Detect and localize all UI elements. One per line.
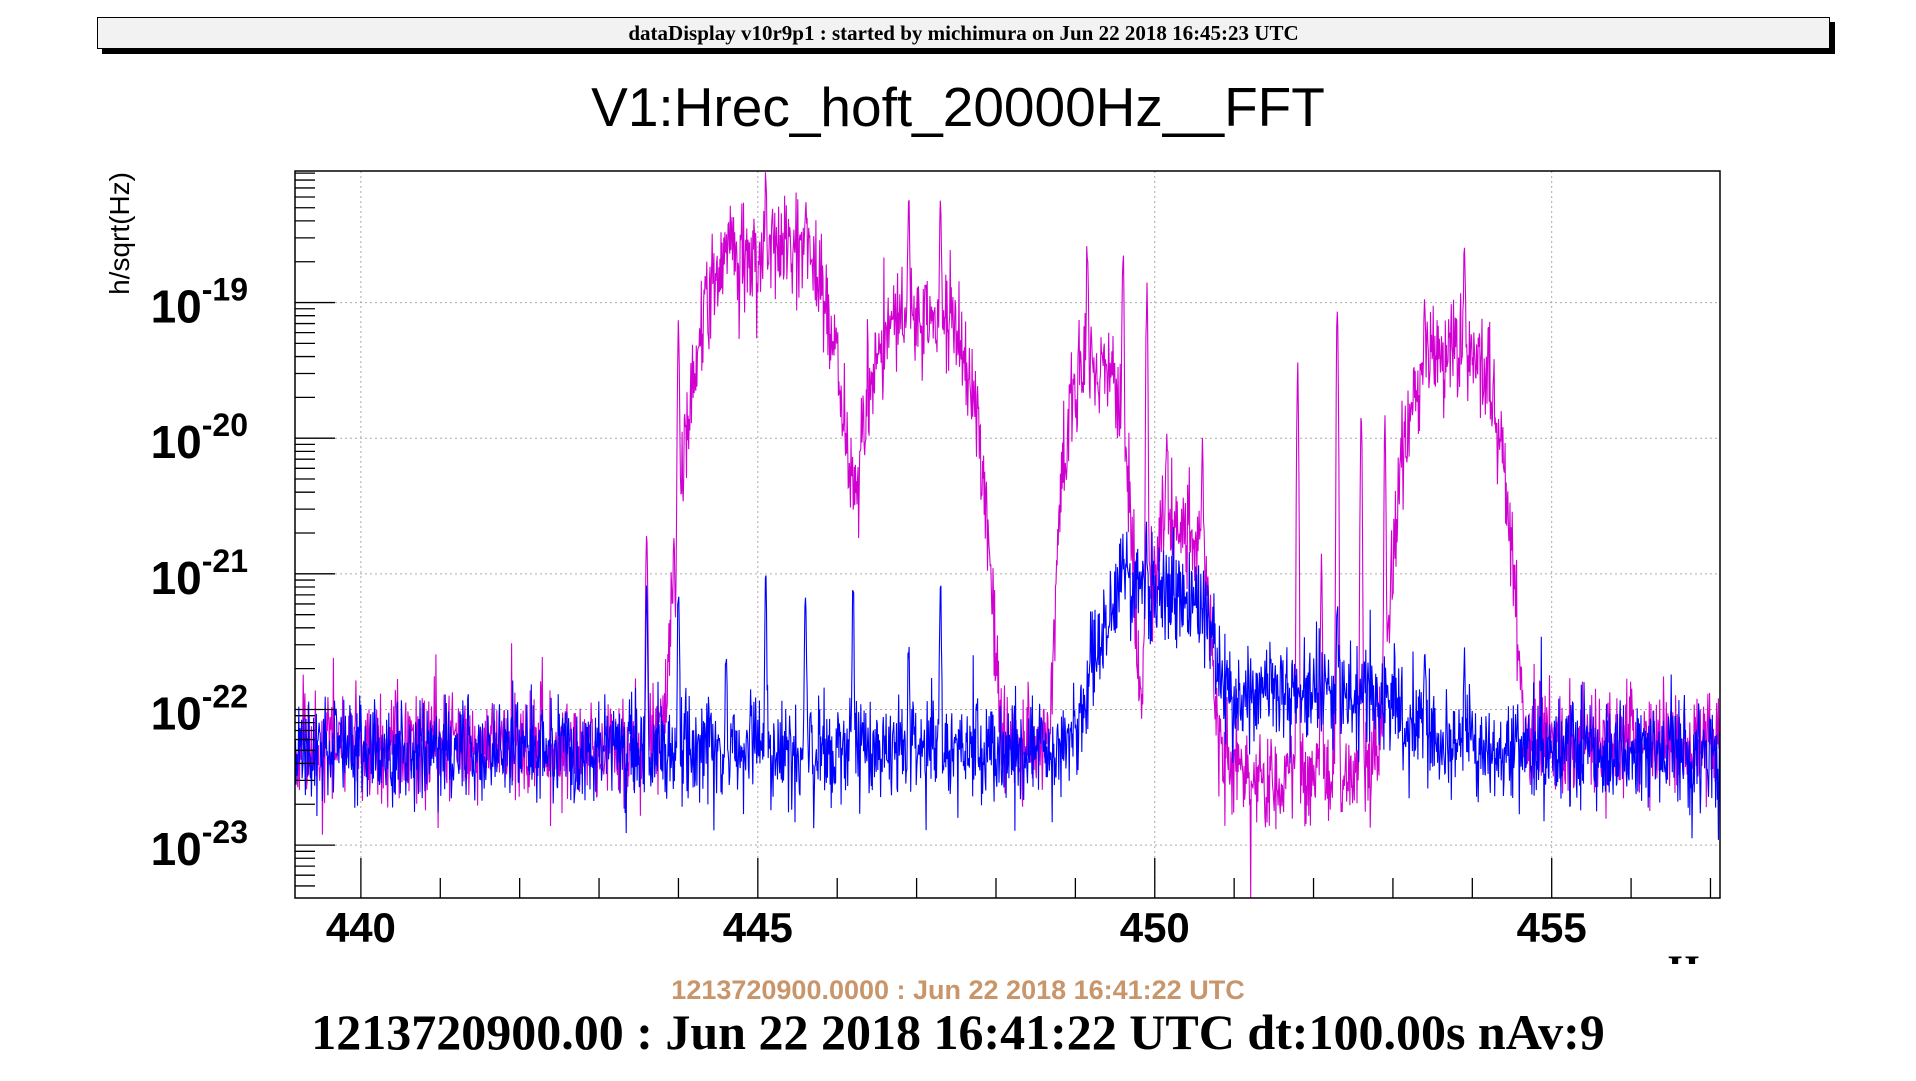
window-banner: dataDisplay v10r9p1 : started by michimu… <box>97 17 1830 49</box>
blue-trace-line <box>295 521 1720 840</box>
x-tick-label: 455 <box>1517 904 1587 951</box>
y-tick-label: 10-20 <box>151 407 248 468</box>
chart-title: V1:Hrec_hoft_20000Hz__FFT <box>591 76 1325 138</box>
x-tick-label: 440 <box>326 904 396 951</box>
time-summary-label: 1213720900.00 : Jun 22 2018 16:41:22 UTC… <box>311 1004 1605 1060</box>
gps-time-label: 1213720900.0000 : Jun 22 2018 16:41:22 U… <box>671 975 1245 1005</box>
y-axis-label: h/sqrt(Hz) <box>104 172 135 295</box>
plot-frame <box>294 170 1721 899</box>
y-tick-label: 10-19 <box>151 272 248 333</box>
x-tick-label: 445 <box>723 904 793 951</box>
x-axis-label: Hz <box>1668 950 1717 965</box>
y-tick-label: 10-23 <box>151 814 248 875</box>
magenta-trace-line <box>295 172 1720 898</box>
x-tick-label: 450 <box>1120 904 1190 951</box>
y-tick-label: 10-21 <box>151 543 248 604</box>
y-tick-label: 10-22 <box>151 678 248 739</box>
